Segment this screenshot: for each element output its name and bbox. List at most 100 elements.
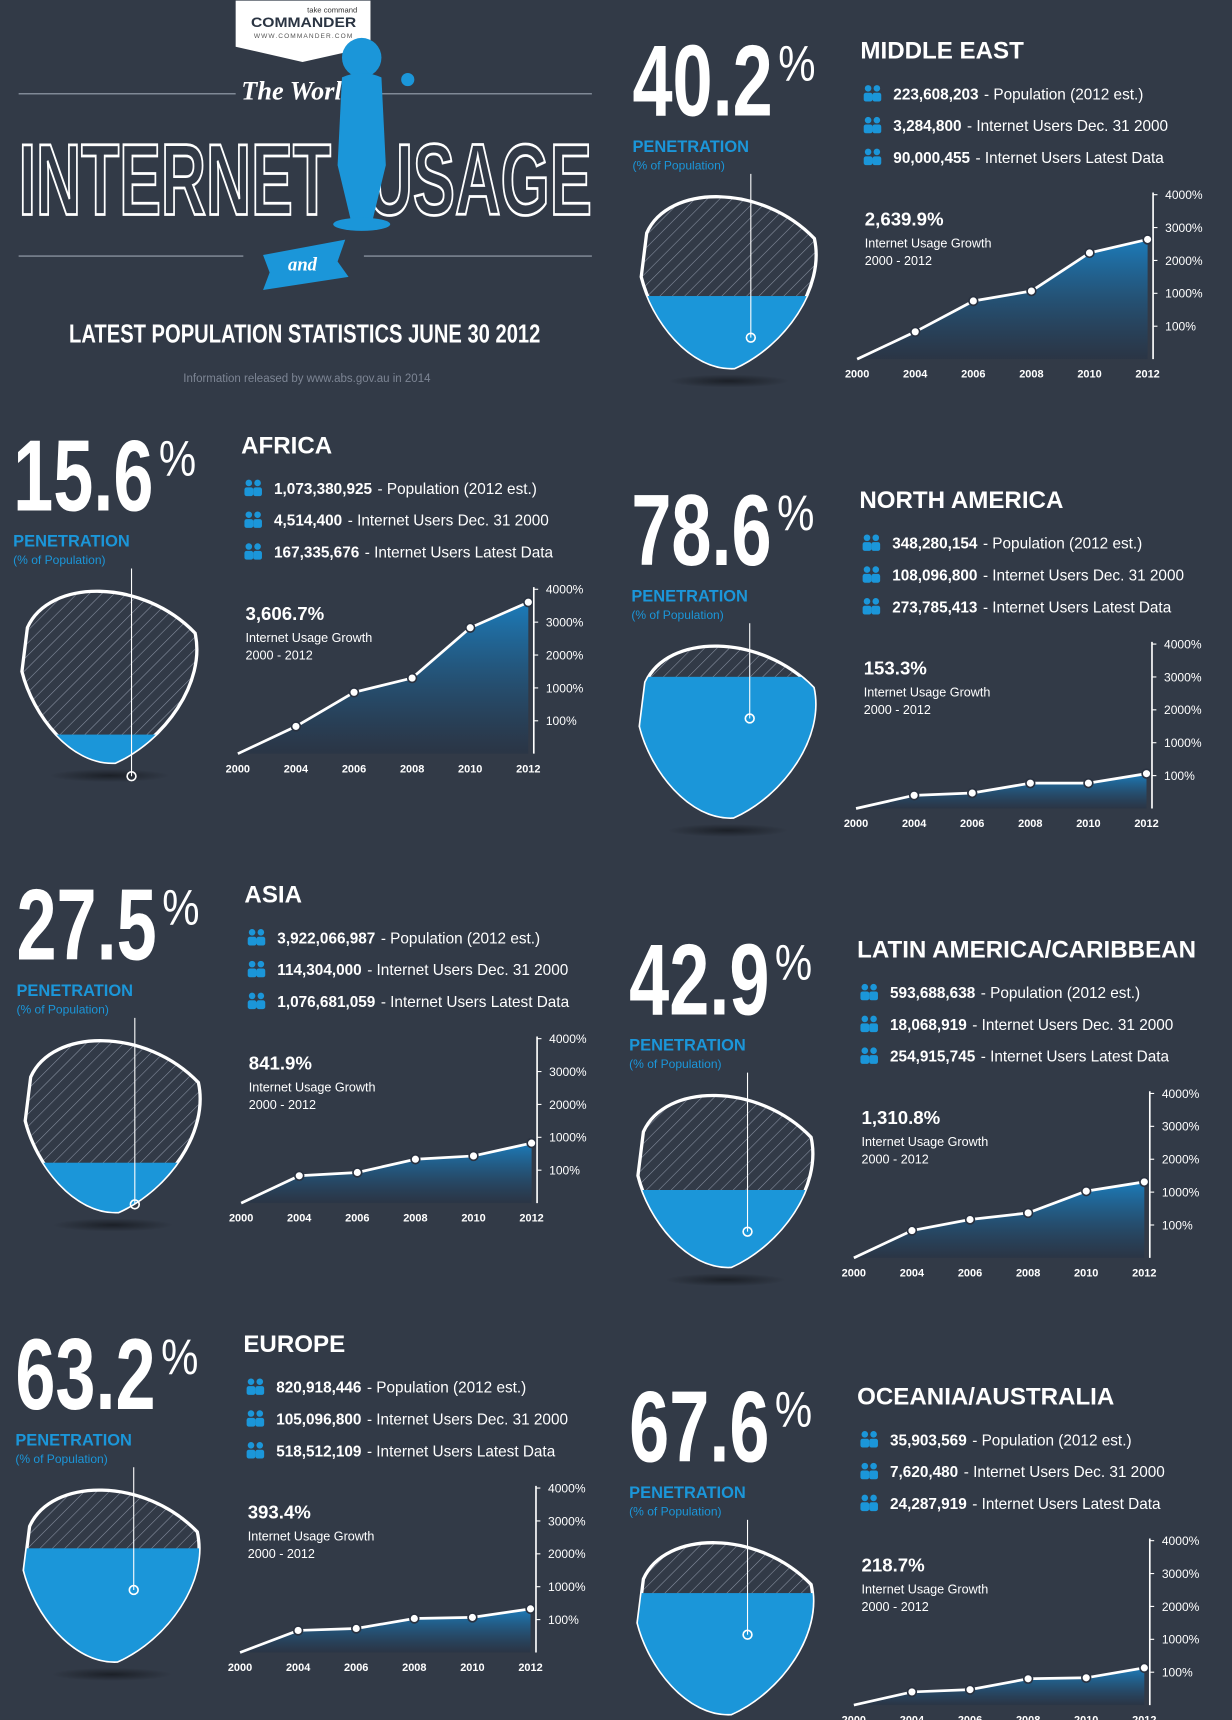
stat-row: 348,280,154 - Population (2012 est.) bbox=[892, 536, 1142, 553]
icon-head bbox=[872, 534, 880, 542]
penetration-note: (% of Population) bbox=[629, 1057, 721, 1071]
icon-body bbox=[246, 1417, 256, 1427]
icon-head bbox=[247, 1378, 255, 1386]
stat-label: - Internet Users Dec. 31 2000 bbox=[983, 567, 1184, 584]
map-shadow bbox=[668, 374, 790, 388]
icon-body bbox=[862, 542, 872, 551]
icon-body bbox=[256, 1000, 266, 1010]
y-tick-label: 4000% bbox=[546, 583, 584, 597]
icon-head bbox=[873, 85, 881, 92]
icon-body bbox=[871, 573, 881, 583]
x-tick-label: 2008 bbox=[402, 1662, 426, 1674]
penetration-value: 27.5 bbox=[16, 870, 156, 982]
penetration-label: PENETRATION bbox=[631, 587, 748, 605]
pointer-dot bbox=[126, 771, 137, 782]
stat-value: 273,785,413 bbox=[892, 599, 977, 616]
person-icon bbox=[863, 116, 882, 134]
penetration-suffix: % bbox=[778, 35, 815, 92]
icon-body bbox=[862, 573, 872, 583]
y-tick-label: 1000% bbox=[549, 1131, 587, 1145]
map-shadow bbox=[667, 823, 789, 837]
ribbon bbox=[263, 239, 349, 291]
region-title: AFRICA bbox=[241, 432, 332, 459]
line bbox=[855, 772, 1147, 810]
stat-value: 518,512,109 bbox=[276, 1443, 361, 1460]
icon-head bbox=[256, 1410, 264, 1417]
penetration-label: PENETRATION bbox=[13, 533, 130, 551]
y-tick-label: 2000% bbox=[1162, 1600, 1200, 1614]
icon-head bbox=[863, 598, 871, 605]
person-icon bbox=[247, 992, 266, 1010]
y-tick-label: 2000% bbox=[549, 1098, 587, 1112]
penetration-suffix: % bbox=[162, 879, 199, 936]
x-tick-label: 2004 bbox=[286, 1662, 311, 1674]
penetration-label: PENETRATION bbox=[15, 1431, 132, 1449]
region-title: ASIA bbox=[244, 882, 302, 909]
icon-body bbox=[869, 991, 878, 1001]
icon-body bbox=[860, 991, 870, 1001]
map-shadow bbox=[52, 1218, 174, 1232]
penetration-note: (% of Population) bbox=[13, 553, 105, 567]
y-tick-label: 4000% bbox=[1165, 188, 1203, 202]
icon-head bbox=[245, 543, 253, 550]
penetration-note: (% of Population) bbox=[16, 1002, 108, 1016]
icon-body bbox=[246, 1386, 256, 1395]
icon-body bbox=[255, 1386, 265, 1395]
icon-head bbox=[254, 511, 261, 519]
icon-head bbox=[861, 1015, 869, 1023]
stat-label: - Population (2012 est.) bbox=[983, 536, 1142, 553]
icon-head bbox=[257, 929, 265, 936]
growth-label: Internet Usage Growth bbox=[862, 1582, 989, 1596]
icon-body bbox=[872, 156, 882, 166]
icon-head bbox=[863, 566, 871, 573]
stat-label: - Population (2012 est.) bbox=[972, 1432, 1131, 1449]
point bbox=[409, 1613, 420, 1624]
stat-value: 1,073,380,925 bbox=[274, 481, 372, 498]
point bbox=[290, 721, 302, 732]
point bbox=[410, 1154, 421, 1165]
y-tick-label: 100% bbox=[1162, 1218, 1193, 1232]
growth-label: Internet Usage Growth bbox=[248, 1530, 375, 1544]
x-tick-label: 2004 bbox=[284, 763, 309, 775]
x-tick-label: 2012 bbox=[519, 1213, 543, 1225]
icon-head bbox=[870, 1431, 877, 1438]
icon-body bbox=[247, 968, 257, 978]
y-tick-label: 3000% bbox=[1162, 1567, 1200, 1581]
x-tick-label: 2006 bbox=[345, 1213, 369, 1225]
penetration-note: (% of Population) bbox=[632, 158, 724, 172]
icon-head bbox=[245, 511, 253, 519]
icon-head bbox=[870, 1462, 877, 1470]
intro: The World bbox=[241, 76, 356, 105]
stat-row: 18,068,919 - Internet Users Dec. 31 2000 bbox=[890, 1017, 1173, 1034]
icon-head bbox=[248, 992, 256, 1000]
x-tick-label: 2000 bbox=[842, 1268, 866, 1280]
y-tick-label: 1000% bbox=[548, 1580, 586, 1594]
x-tick-label: 2010 bbox=[460, 1662, 484, 1674]
icon-body bbox=[863, 92, 873, 102]
penetration-value: 63.2 bbox=[15, 1319, 155, 1431]
pointer-dot bbox=[129, 1199, 141, 1210]
y-tick-label: 3000% bbox=[549, 1065, 587, 1079]
icon-body bbox=[244, 487, 254, 497]
stat-label: - Internet Users Latest Data bbox=[972, 1496, 1161, 1513]
x-tick-label: 2010 bbox=[1077, 369, 1101, 381]
x-tick-label: 2008 bbox=[400, 763, 424, 775]
icon-body bbox=[862, 605, 872, 615]
stat-label: - Internet Users Latest Data bbox=[976, 150, 1165, 167]
icon-body bbox=[860, 1470, 870, 1480]
icon-body bbox=[244, 550, 254, 560]
x-tick-label: 2010 bbox=[1074, 1715, 1098, 1720]
growth-period: 2000 - 2012 bbox=[248, 1547, 315, 1561]
stat-label: - Internet Users Latest Data bbox=[981, 1049, 1170, 1066]
person-icon bbox=[860, 1462, 878, 1480]
y-tick-label: 100% bbox=[1165, 320, 1196, 334]
stat-row: 108,096,800 - Internet Users Dec. 31 2000 bbox=[892, 567, 1184, 584]
y-tick-label: 2000% bbox=[548, 1547, 586, 1561]
y-tick-label: 2000% bbox=[1165, 254, 1203, 268]
person-icon bbox=[246, 1378, 265, 1395]
y-tick-label: 100% bbox=[549, 1164, 580, 1178]
area bbox=[853, 1667, 1145, 1706]
icon-head bbox=[864, 116, 872, 124]
mascot bbox=[333, 37, 415, 231]
